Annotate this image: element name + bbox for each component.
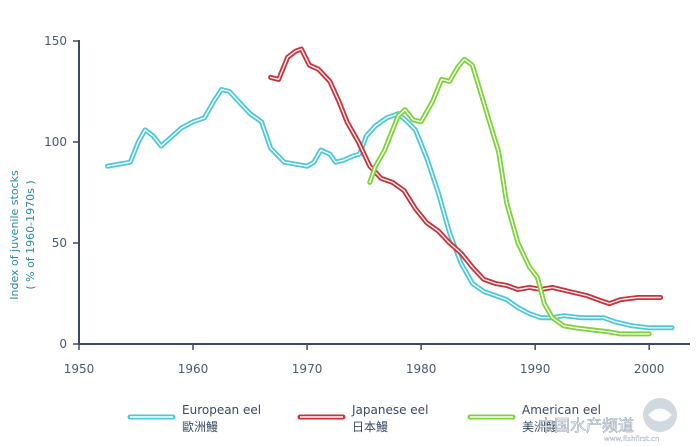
x-ticks: 1950 1960 1970 1980 1990 2000	[64, 344, 665, 376]
legend-label: Japanese eel	[351, 403, 428, 417]
x-tick-label: 1990	[520, 362, 551, 376]
series-european-eel	[105, 87, 675, 331]
series-line-inner-japanese-eel	[269, 48, 662, 305]
watermark-text: 中国水产频道	[538, 416, 634, 435]
series-american-eel	[367, 56, 652, 337]
x-tick-label: 1960	[178, 362, 209, 376]
legend-item-european-eel: European eel 歐洲鰻	[127, 403, 261, 434]
series-japanese-eel	[268, 46, 664, 307]
x-tick-label: 2000	[634, 362, 665, 376]
series-line-japanese-eel	[268, 46, 664, 307]
watermark-url: www.fishfirst.cn	[604, 435, 659, 443]
series-group	[105, 46, 675, 337]
y-tick-label: 50	[52, 236, 67, 250]
legend-label-zh: 歐洲鰻	[182, 419, 218, 434]
y-axis-title: Index of juvenile stocks ( % of 1960-197…	[8, 170, 37, 300]
legend-item-japanese-eel: Japanese eel 日本鰻	[297, 403, 428, 434]
legend-label: European eel	[182, 403, 261, 417]
series-line-inner-european-eel	[106, 88, 673, 329]
legend-label-zh: 美洲鰻	[522, 420, 558, 434]
y-ticks: 0 50 100 150	[44, 34, 79, 351]
x-tick-label: 1980	[406, 362, 437, 376]
watermark-logo-mark	[648, 408, 672, 422]
series-line-american-eel	[367, 56, 652, 337]
series-line-inner-american-eel	[369, 58, 650, 335]
x-tick-label: 1950	[64, 362, 95, 376]
legend-item-american-eel: American eel 美洲鰻	[467, 403, 601, 434]
legend: European eel 歐洲鰻 Japanese eel 日本鰻 American e…	[127, 403, 601, 434]
legend-label: American eel	[522, 403, 601, 417]
legend-label-zh: 日本鰻	[352, 420, 388, 434]
y-axis-label: Index of juvenile stocks	[8, 170, 21, 300]
watermark: 中国水产频道 www.fishfirst.cn	[538, 398, 677, 443]
x-tick-label: 1970	[292, 362, 323, 376]
y-tick-label: 0	[59, 337, 67, 351]
y-tick-label: 100	[44, 135, 67, 149]
axes	[78, 40, 690, 345]
y-tick-label: 150	[44, 34, 67, 48]
series-line-european-eel	[105, 87, 675, 331]
y-axis-sublabel: ( % of 1960-1970s )	[24, 180, 37, 289]
